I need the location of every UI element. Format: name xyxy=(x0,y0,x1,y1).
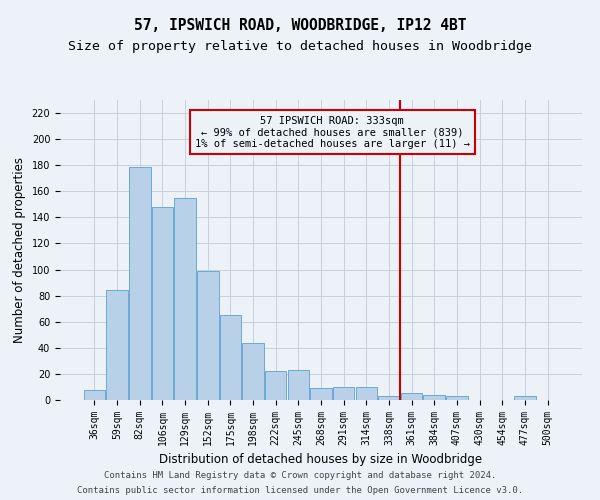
Text: Size of property relative to detached houses in Woodbridge: Size of property relative to detached ho… xyxy=(68,40,532,53)
Bar xyxy=(356,387,377,400)
Bar xyxy=(197,271,218,400)
Text: 57, IPSWICH ROAD, WOODBRIDGE, IP12 4BT: 57, IPSWICH ROAD, WOODBRIDGE, IP12 4BT xyxy=(134,18,466,32)
Bar xyxy=(401,394,422,400)
Text: Contains HM Land Registry data © Crown copyright and database right 2024.: Contains HM Land Registry data © Crown c… xyxy=(104,471,496,480)
Bar xyxy=(310,388,332,400)
Bar xyxy=(287,370,309,400)
Bar xyxy=(378,396,400,400)
Bar xyxy=(175,198,196,400)
Bar xyxy=(333,387,355,400)
X-axis label: Distribution of detached houses by size in Woodbridge: Distribution of detached houses by size … xyxy=(160,454,482,466)
Bar xyxy=(220,315,241,400)
Bar xyxy=(152,207,173,400)
Bar xyxy=(84,390,105,400)
Text: 57 IPSWICH ROAD: 333sqm
← 99% of detached houses are smaller (839)
1% of semi-de: 57 IPSWICH ROAD: 333sqm ← 99% of detache… xyxy=(195,116,470,149)
Bar xyxy=(446,396,467,400)
Bar xyxy=(129,166,151,400)
Text: Contains public sector information licensed under the Open Government Licence v3: Contains public sector information licen… xyxy=(77,486,523,495)
Bar xyxy=(514,396,536,400)
Bar xyxy=(242,342,264,400)
Bar xyxy=(424,395,445,400)
Bar xyxy=(106,290,128,400)
Bar xyxy=(265,372,286,400)
Y-axis label: Number of detached properties: Number of detached properties xyxy=(13,157,26,343)
